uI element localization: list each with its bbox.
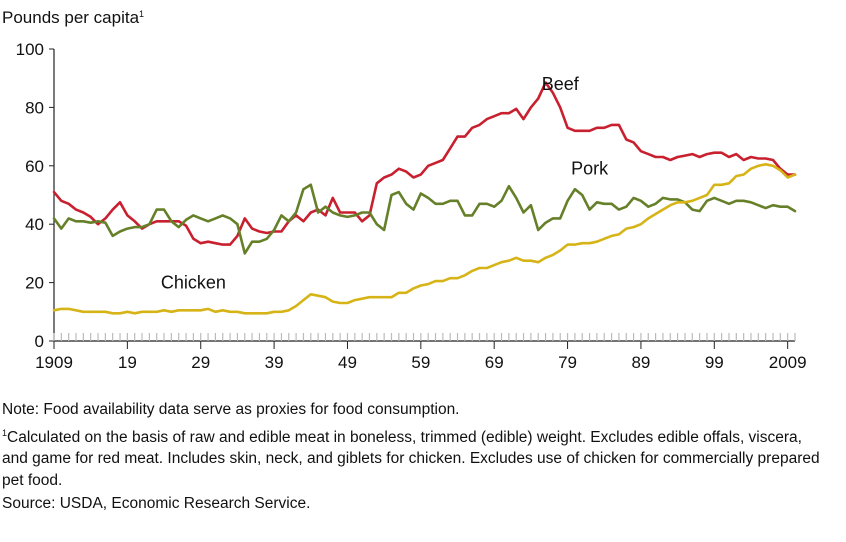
pork-series-label: Pork — [571, 159, 609, 179]
chicken-series-label: Chicken — [161, 272, 226, 292]
x-tick-label: 79 — [558, 353, 577, 372]
line-chart: 0 20 40 60 80 100 1909 19 29 39 49 59 69 79 89 99 2009 Be… — [16, 40, 807, 372]
x-tick-label: 59 — [411, 353, 430, 372]
y-tick-label: 40 — [25, 215, 44, 234]
y-tick-label: 20 — [25, 274, 44, 293]
y-tick-label: 100 — [16, 40, 44, 59]
x-tick-label: 1909 — [35, 353, 73, 372]
source-text: Source: USDA, Economic Research Service. — [2, 495, 311, 513]
x-tick-label: 99 — [705, 353, 724, 372]
beef-series-line — [52, 81, 797, 246]
x-tick-label: 29 — [191, 353, 210, 372]
x-tick-label: 49 — [338, 353, 357, 372]
y-tick-label: 80 — [25, 98, 44, 117]
x-tick-label: 69 — [485, 353, 504, 372]
note-text: Note: Food availability data serve as pr… — [2, 401, 460, 418]
footnote-text: 1Calculated on the basis of raw and edib… — [2, 427, 820, 489]
x-tick-label: 39 — [265, 353, 284, 372]
y-tick-label: 0 — [35, 332, 44, 351]
y-tick-label: 60 — [25, 157, 44, 176]
pork-series-line — [52, 183, 797, 255]
x-tick-label: 19 — [118, 353, 137, 372]
x-tick-label: 2009 — [769, 353, 807, 372]
y-axis-title: Pounds per capita1 — [2, 8, 145, 27]
beef-series-label: Beef — [542, 74, 580, 94]
x-tick-label: 89 — [631, 353, 650, 372]
chart-notes: Note: Food availability data serve as pr… — [2, 399, 822, 515]
chicken-series-line — [52, 163, 797, 315]
